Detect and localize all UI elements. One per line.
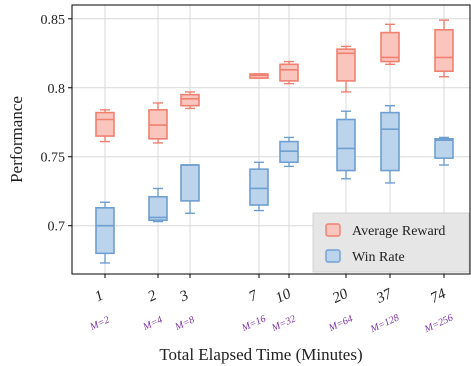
box-iqr (180, 164, 200, 202)
x-axis-ticks: 1 M=2 2 M=4 3 M=8 7 M=16 10 M=32 20 M=64 37 M=128 74 M=… (88, 274, 455, 335)
x-tick-label: 3 (177, 288, 191, 306)
x-tick-sublabel: M=128 (368, 312, 401, 335)
x-tick-sublabel: M=16 (239, 313, 267, 334)
box-iqr (434, 138, 454, 159)
y-tick-label: 0.8 (48, 82, 66, 97)
y-axis-ticks: 0.7 0.75 0.8 0.85 (41, 13, 72, 235)
box-iqr (148, 195, 168, 222)
legend-label-win-rate: Win Rate (352, 250, 405, 265)
box-iqr (249, 168, 269, 206)
x-tick-sublabel: M=32 (269, 313, 297, 334)
box-iqr (380, 111, 400, 172)
y-tick-label: 0.85 (41, 13, 66, 28)
plot-frame (71, 4, 471, 275)
y-axis-title: Performance (7, 96, 26, 183)
x-tick-label: 2 (146, 287, 160, 305)
y-tick-label: 0.75 (41, 151, 66, 166)
legend-swatch-average-reward (325, 223, 341, 237)
x-tick-sublabel: M=8 (173, 315, 197, 334)
x-tick-label: 74 (428, 286, 449, 307)
box-iqr (380, 31, 400, 63)
box-iqr (180, 93, 200, 107)
y-tick-label: 0.7 (48, 220, 66, 235)
x-tick-label: 20 (330, 286, 351, 307)
box-iqr (95, 111, 115, 137)
legend: Average Reward Win Rate (312, 212, 470, 273)
box-series (95, 19, 454, 264)
series-average-reward (95, 19, 454, 144)
box-iqr (336, 48, 356, 82)
x-tick-label: 1 (93, 288, 107, 306)
x-tick-sublabel: M=2 (88, 315, 112, 334)
box-iqr (95, 206, 115, 255)
x-tick-sublabel: M=256 (422, 312, 455, 335)
x-tick-sublabel: M=4 (141, 315, 165, 334)
series-win-rate (95, 105, 454, 264)
box-iqr (336, 118, 356, 172)
x-tick-label: 37 (373, 285, 396, 307)
x-tick-sublabel: M=64 (326, 313, 354, 334)
legend-label-average-reward: Average Reward (352, 224, 445, 239)
legend-swatch-win-rate (325, 249, 341, 263)
x-axis-title: Total Elapsed Time (Minutes) (159, 345, 362, 364)
box-iqr (434, 29, 454, 73)
box-iqr (279, 63, 299, 82)
x-tick-label: 7 (247, 287, 262, 305)
x-tick-label: 10 (273, 286, 294, 307)
